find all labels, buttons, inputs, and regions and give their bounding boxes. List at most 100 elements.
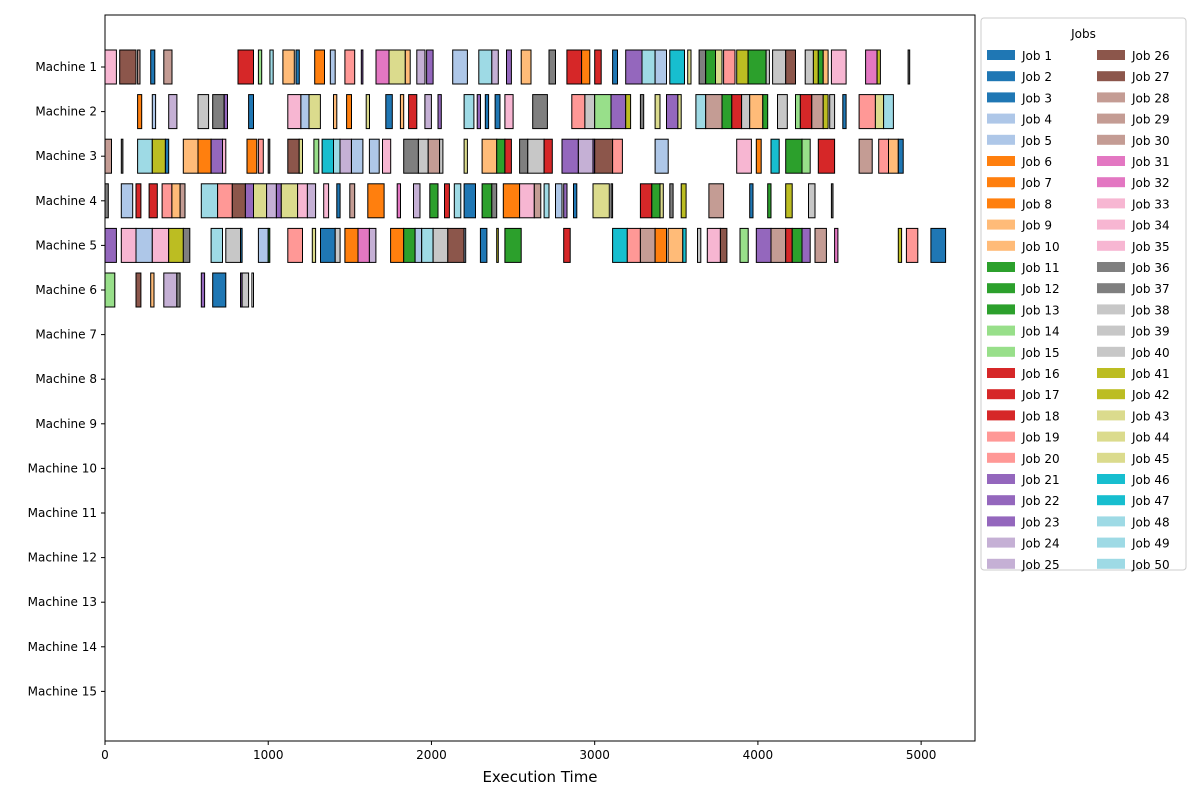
task-bar <box>344 227 359 263</box>
task-bar <box>313 138 320 174</box>
legend-swatch <box>1097 283 1125 294</box>
task-bar <box>437 94 442 130</box>
task-bar <box>755 227 772 263</box>
y-tick-label: Machine 12 <box>28 551 97 565</box>
legend-label: Job 50 <box>1131 558 1170 572</box>
task-bar <box>269 49 274 85</box>
legend-swatch <box>987 219 1015 230</box>
task-bar <box>479 227 488 263</box>
task-bar <box>543 138 553 174</box>
legend-swatch <box>1097 558 1125 569</box>
task-bar <box>639 227 656 263</box>
task-bar <box>151 138 166 174</box>
task-bar <box>571 94 586 130</box>
task-bar <box>504 227 522 263</box>
y-tick-label: Machine 1 <box>35 60 97 74</box>
legend-swatch <box>1097 410 1125 421</box>
legend-label: Job 13 <box>1021 303 1060 317</box>
task-bar <box>723 49 736 85</box>
task-bar <box>822 49 829 85</box>
legend-swatch <box>1097 113 1125 124</box>
task-bar <box>680 183 687 219</box>
legend-swatch <box>1097 346 1125 357</box>
task-bar <box>225 227 242 263</box>
legend-swatch <box>1097 452 1125 463</box>
task-bar <box>858 138 873 174</box>
x-tick-label: 2000 <box>416 748 447 762</box>
legend-label: Job 6 <box>1021 155 1052 169</box>
task-bar <box>150 49 156 85</box>
legend-label: Job 30 <box>1131 134 1170 148</box>
legend-label: Job 16 <box>1021 367 1060 381</box>
task-bar <box>267 138 271 174</box>
task-bar <box>577 138 594 174</box>
legend-swatch <box>1097 495 1125 506</box>
legend-swatch <box>1097 92 1125 103</box>
legend-swatch <box>987 71 1015 82</box>
task-bar <box>708 183 725 219</box>
legend-swatch <box>987 368 1015 378</box>
y-tick-label: Machine 8 <box>35 372 97 386</box>
task-bar <box>168 227 184 263</box>
legend-label: Job 35 <box>1131 240 1170 254</box>
legend-label: Job 38 <box>1131 303 1170 317</box>
legend-label: Job 32 <box>1131 176 1170 190</box>
task-bar <box>883 94 894 130</box>
task-bar <box>762 94 769 130</box>
task-bar <box>237 49 254 85</box>
legend-label: Job 41 <box>1131 367 1170 381</box>
task-bar <box>594 94 612 130</box>
task-bar <box>217 183 233 219</box>
task-bar <box>755 138 762 174</box>
task-bar <box>300 94 310 130</box>
task-bar <box>336 183 341 219</box>
task-bar <box>426 49 434 85</box>
y-tick-label: Machine 15 <box>28 684 97 698</box>
task-bar <box>581 49 591 85</box>
task-bar <box>135 227 153 263</box>
legend-swatch <box>987 452 1015 463</box>
legend-swatch <box>1097 240 1125 251</box>
task-bar <box>251 272 254 308</box>
task-bar <box>368 138 380 174</box>
task-bar <box>404 49 411 85</box>
task-bar <box>566 49 583 85</box>
task-bar <box>822 94 829 130</box>
legend-label: Job 10 <box>1021 240 1060 254</box>
task-bar <box>814 227 827 263</box>
task-bar <box>705 94 723 130</box>
legend-swatch <box>1097 431 1125 442</box>
legend-swatch <box>987 50 1015 60</box>
legend-label: Job 11 <box>1021 261 1060 275</box>
legend-swatch <box>1097 516 1125 527</box>
task-bar <box>388 49 406 85</box>
task-bar <box>351 138 364 174</box>
task-bar <box>333 138 341 174</box>
task-bar <box>812 49 819 85</box>
legend-label: Job 46 <box>1131 473 1170 487</box>
task-bar <box>253 183 268 219</box>
task-bar <box>360 49 364 85</box>
legend-swatch <box>1097 156 1125 166</box>
legend-swatch <box>1097 368 1125 378</box>
task-bar <box>151 94 157 130</box>
task-bar <box>494 94 501 130</box>
task-bar <box>874 94 885 130</box>
task-bar <box>799 94 813 130</box>
y-tick-label: Machine 4 <box>35 194 97 208</box>
task-bar <box>150 272 155 308</box>
legend-label: Job 45 <box>1131 452 1170 466</box>
legend-label: Job 9 <box>1021 219 1052 233</box>
task-bar <box>654 138 669 174</box>
task-bar <box>282 49 295 85</box>
task-bar <box>403 138 419 174</box>
legend-swatch <box>987 262 1015 272</box>
task-bar <box>463 138 468 174</box>
task-bar <box>801 227 811 263</box>
legend-label: Job 34 <box>1131 219 1170 233</box>
legend-label: Job 7 <box>1021 176 1052 190</box>
legend-swatch <box>987 198 1015 209</box>
plot-frame <box>104 14 976 742</box>
task-bar <box>736 138 752 174</box>
task-bar <box>830 183 834 219</box>
